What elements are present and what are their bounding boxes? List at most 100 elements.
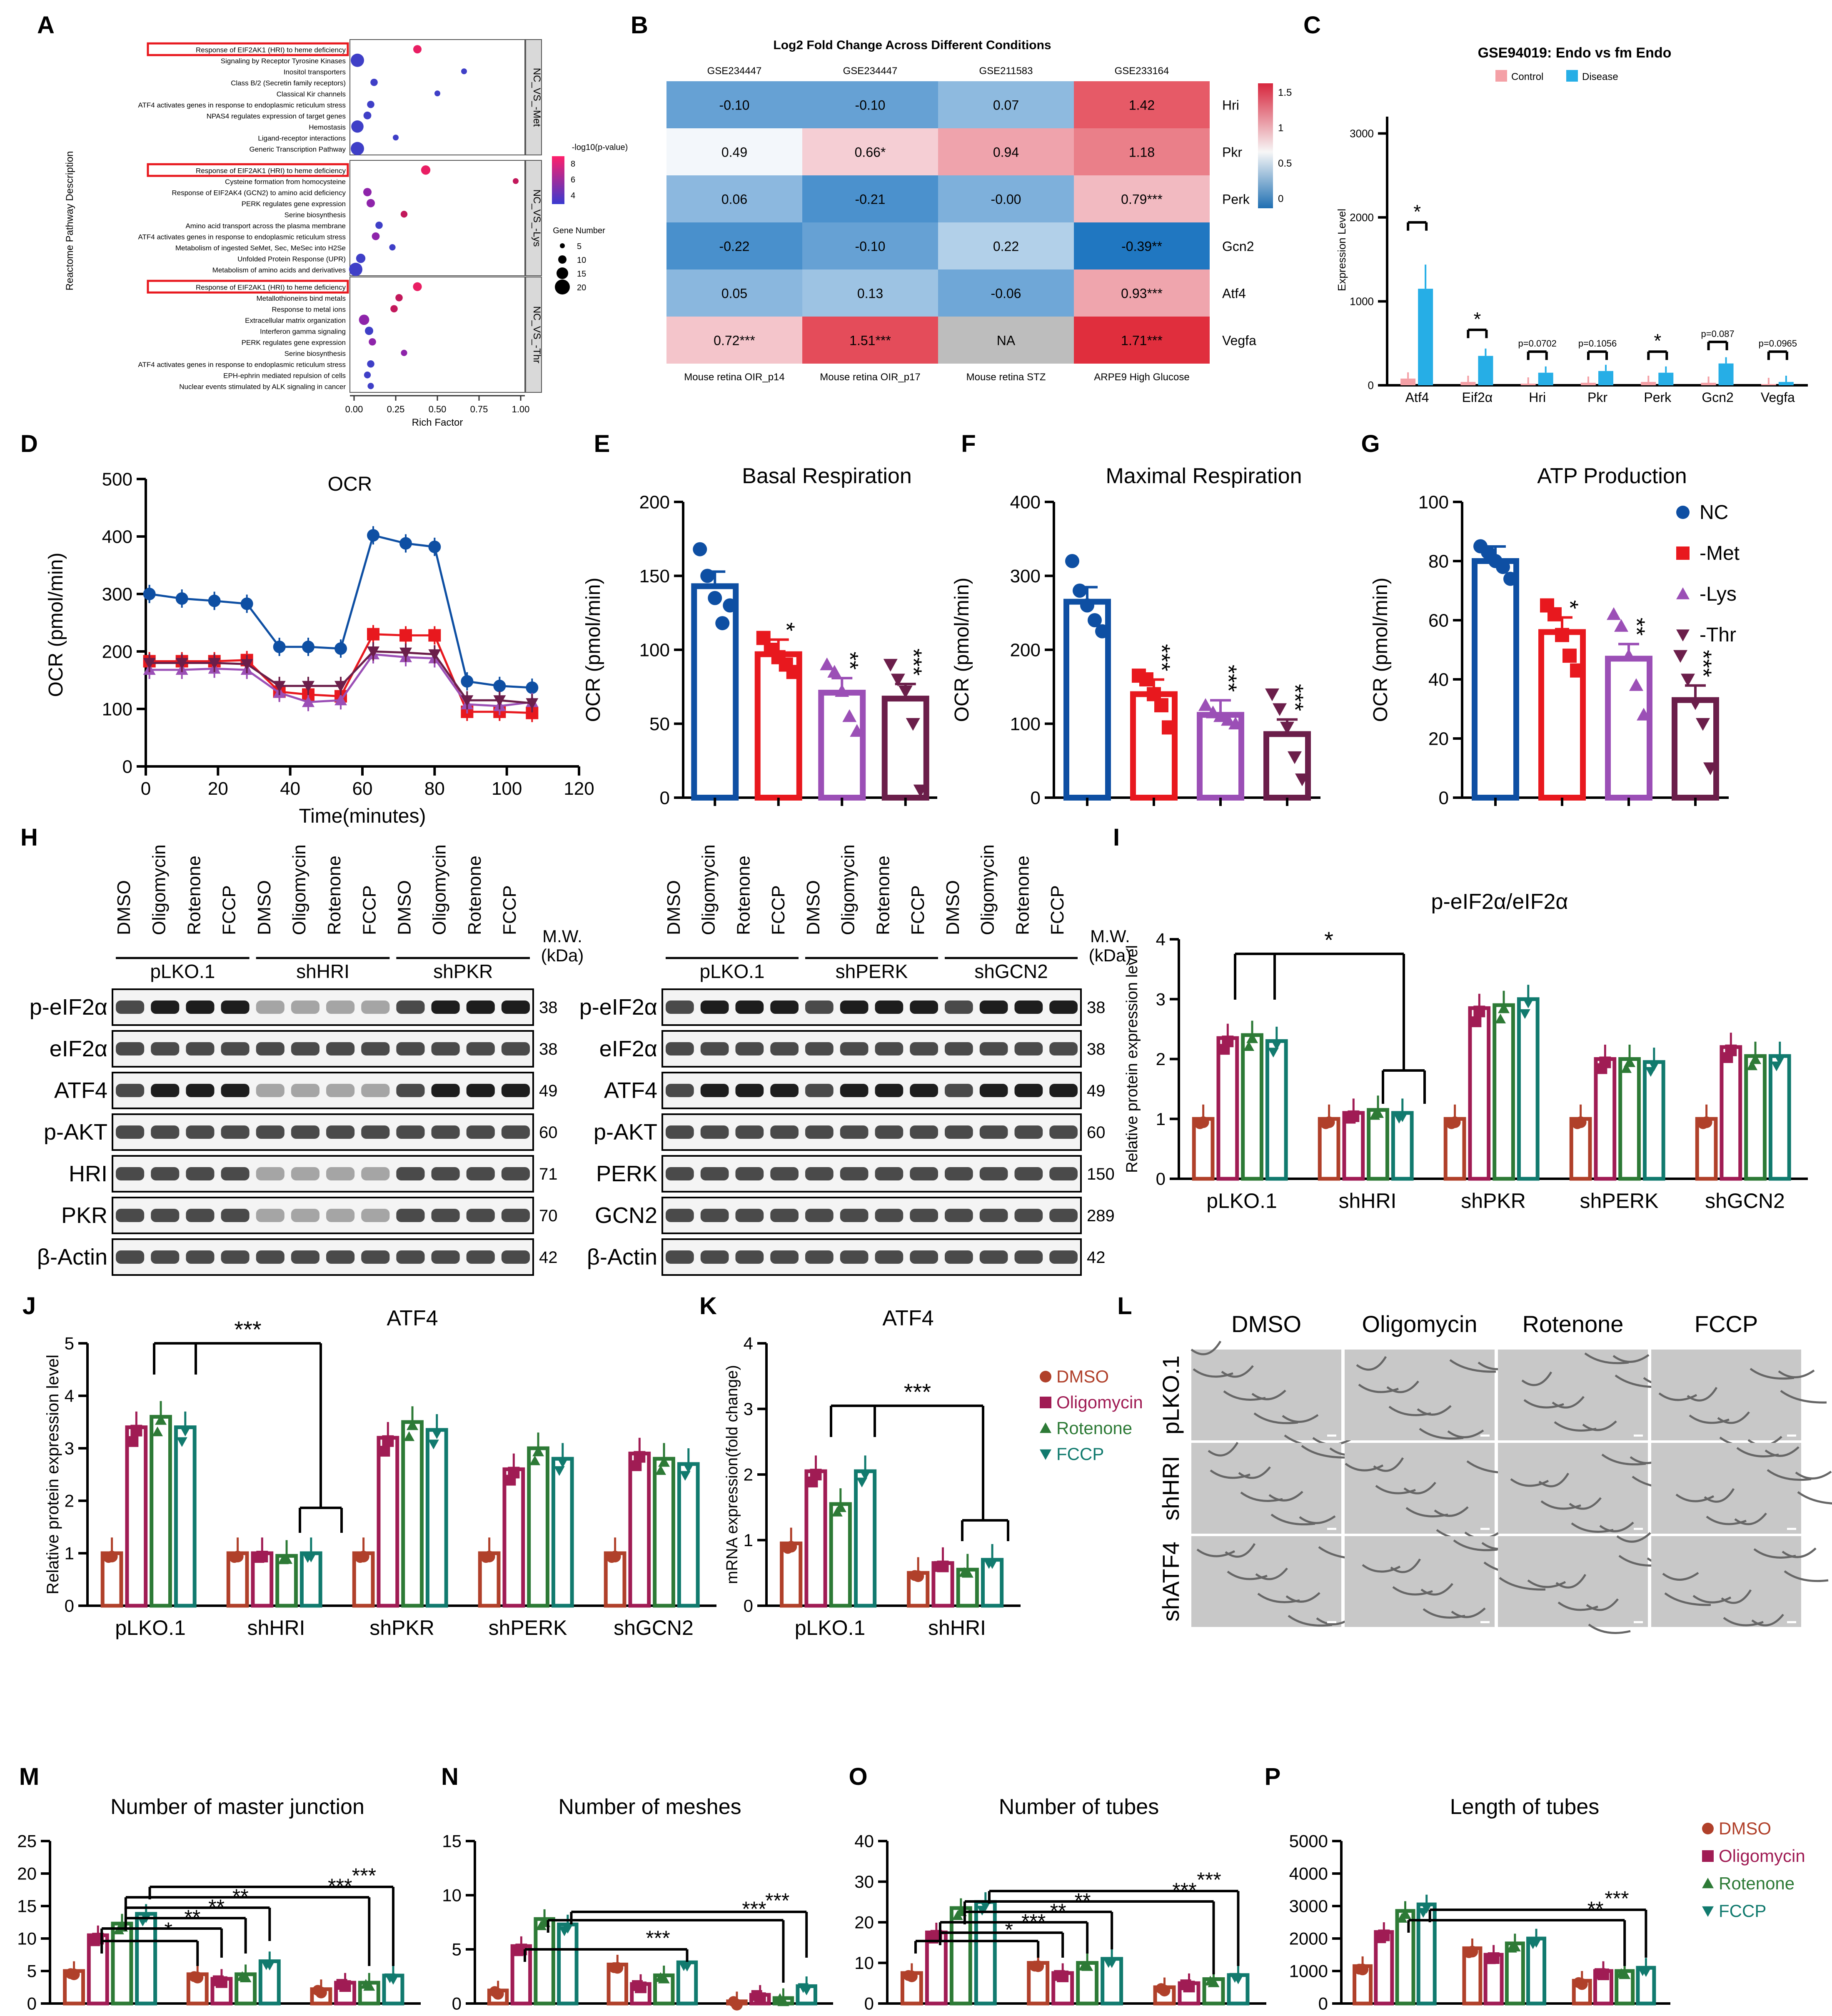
panelO-point <box>1229 1973 1240 1983</box>
panelB-row-label: Vegfa <box>1222 333 1256 348</box>
panelH-right-band <box>1049 1167 1078 1180</box>
panelC-legend-swatch <box>1566 70 1578 82</box>
panelA-dot <box>367 199 375 207</box>
panelA-term-label: Interferon gamma signaling <box>260 327 346 335</box>
panel-letter-H: H <box>20 824 38 851</box>
panelM-point <box>89 1935 100 1946</box>
panelN-point <box>678 1961 689 1971</box>
panelH-right-band <box>910 1001 938 1014</box>
panelP-x-tick-label: shHRI <box>1477 2014 1535 2016</box>
panelA-term-label: Nuclear events stimulated by ALK signali… <box>179 383 346 391</box>
panel-letter-K: K <box>699 1292 717 1320</box>
panelM-x-tick-label: pLKO.1 <box>77 2014 147 2016</box>
panelJ-point <box>278 1554 289 1564</box>
panelA-size-key-label: 10 <box>577 256 586 265</box>
panelJ-x-tick-label: shPKR <box>369 1616 434 1639</box>
panelD-marker <box>367 628 379 641</box>
panelH-left-band <box>151 1209 180 1222</box>
panelA-term-label: ATF4 activates genes in response to endo… <box>138 361 346 369</box>
panelB-title: Log2 Fold Change Across Different Condit… <box>773 38 1051 52</box>
panelA-dot <box>395 294 403 302</box>
panelB-cell <box>938 128 1074 175</box>
panelJ-bar <box>125 1425 148 1608</box>
panelJ-y-tick-label: 2 <box>65 1491 74 1511</box>
panelG-y-tick-label: 40 <box>1428 669 1449 690</box>
panelH-left-band <box>256 1042 285 1055</box>
panelK-legend-label: FCCP <box>1056 1444 1104 1464</box>
panelC-y-tick-label: 1000 <box>1350 295 1374 308</box>
panelG-sig-label: *** <box>1690 650 1717 677</box>
panelL-tube-network <box>1388 1405 1431 1416</box>
panelH-right-band <box>875 1125 904 1139</box>
panelA-strip-label: NC_VS_-Lys <box>531 190 542 247</box>
panelP-x-tick-label: shATF4 <box>1580 2014 1651 2016</box>
panelG-point <box>1570 663 1584 678</box>
panelA-term-label: Metabolism of amino acids and derivative… <box>212 266 346 274</box>
panelP-point <box>1354 1964 1365 1975</box>
panelL-tube-network <box>1658 1392 1697 1401</box>
panelF-point <box>1288 751 1302 764</box>
panelH-right-band <box>666 1001 694 1014</box>
panelL-tube-network <box>1723 1617 1764 1627</box>
panelH-right-band <box>945 1125 973 1139</box>
panelH-left-mw-label: 70 <box>539 1207 558 1225</box>
panelL-tube-network <box>1692 1594 1732 1604</box>
panelL-tube-network <box>1778 1369 1815 1378</box>
panelH-right-band <box>666 1167 694 1180</box>
panelH-right-lane-label: FCCP <box>1047 885 1068 935</box>
panelL-scale-bar <box>1787 1435 1796 1437</box>
panelH-left-group-label: pLKO.1 <box>150 961 215 982</box>
panelL-tube-network <box>1736 1447 1779 1457</box>
panelL-tube-network <box>1554 1421 1597 1432</box>
panelK-x-tick-label: pLKO.1 <box>795 1616 866 1639</box>
panelH-left-band <box>221 1001 250 1014</box>
panelH-right-row-label: ATF4 <box>604 1078 657 1103</box>
panelA-colorbar-tick: 8 <box>571 160 575 169</box>
panelB-col-bottom-label: Mouse retina OIR_p14 <box>684 372 784 383</box>
panelD-marker <box>273 681 286 692</box>
panelH-right-band <box>735 1209 764 1222</box>
panelF-y-tick-label: 100 <box>1010 714 1041 734</box>
panelL-micrograph <box>1651 1443 1801 1534</box>
panelF-point <box>1213 709 1228 722</box>
panelL-micrograph <box>1191 1536 1341 1627</box>
panelA-size-key-label: 15 <box>577 269 586 279</box>
panelE-point <box>850 724 864 737</box>
panelI-bar <box>1468 1006 1491 1181</box>
panelL-tube-network <box>1392 1586 1433 1596</box>
panelG-bar <box>1472 558 1519 801</box>
panelL-row-label: shHRI <box>1158 1456 1184 1521</box>
panelN-point <box>609 1962 620 1973</box>
panelP-x-tick-label: pLKO.1 <box>1361 2014 1432 2016</box>
panelA-term-label: EPH-ephrin mediated repulsion of cells <box>223 372 346 379</box>
panelO-point <box>1078 1961 1090 1971</box>
panelK-bar <box>804 1469 827 1608</box>
panelC-sig-label: p=0.087 <box>1701 329 1735 339</box>
panelI-point <box>1498 1003 1510 1013</box>
panelA-term-label: PERK regulates gene expression <box>242 339 346 347</box>
panelI-point <box>1645 1067 1656 1077</box>
panelN-bar <box>534 1917 555 2006</box>
panelL-micrograph <box>1651 1536 1801 1627</box>
panelC-legend-label: Disease <box>1582 71 1618 82</box>
panelH-right-row-label: eIF2α <box>599 1036 657 1061</box>
panelC-y-title: Expression Level <box>1335 209 1348 291</box>
panelI-x-tick-label: shPKR <box>1461 1189 1526 1213</box>
panelB-row-label: Pkr <box>1222 145 1242 160</box>
panelD-x-tick-label: 60 <box>352 778 373 799</box>
panelH-right-lane-label: Rotenone <box>733 856 754 935</box>
panelL-tube-network <box>1588 1623 1631 1634</box>
panelH-right-band <box>910 1209 938 1222</box>
panelI-point <box>1722 1052 1733 1063</box>
panelI-bar <box>1744 1054 1767 1181</box>
panelH-left-band <box>116 1250 145 1264</box>
panelP-y-tick-label: 2000 <box>1289 1929 1328 1949</box>
panelD-x-title: Time(minutes) <box>299 805 426 827</box>
panelF-point <box>1139 672 1153 686</box>
panelB-cell <box>666 317 802 364</box>
panelH-left-band <box>361 1042 390 1055</box>
panelB-cell <box>1074 81 1210 128</box>
panelH-right-lane-label: DMSO <box>664 880 684 935</box>
panelJ-bar <box>377 1436 399 1608</box>
panelP-y-tick-label: 5000 <box>1289 1831 1328 1851</box>
